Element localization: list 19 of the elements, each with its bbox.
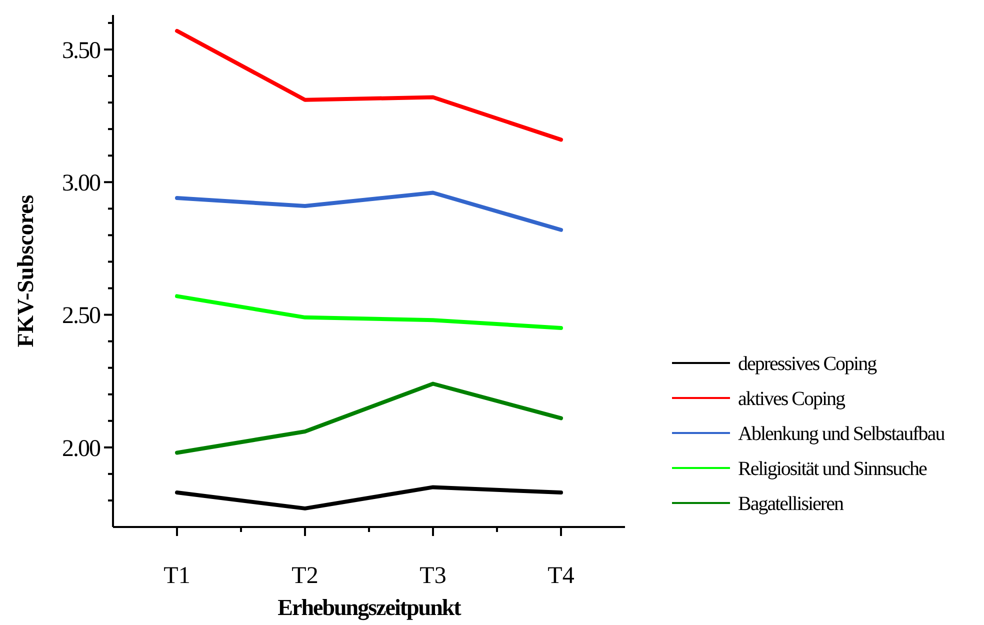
x-tick-label: T1 <box>164 563 190 589</box>
line-series <box>175 294 563 330</box>
x-axis-title: Erhebungszeitpunkt <box>278 595 462 621</box>
y-axis-title: FKV-Subscores <box>13 194 38 348</box>
line-series <box>175 382 563 455</box>
x-tick-label: T4 <box>548 563 574 589</box>
line-series <box>175 28 563 142</box>
y-tick-label: 2.50 <box>62 303 101 330</box>
legend-label: aktives Coping <box>738 388 846 410</box>
y-tick-label: 2.00 <box>62 436 101 462</box>
line-series <box>175 190 563 232</box>
legend-label: Ablenkung und Selbstaufbau <box>738 423 946 445</box>
legend-label: Bagatellisieren <box>738 493 844 515</box>
legend-label: Religiosität und Sinnsuche <box>738 458 928 480</box>
y-tick-label: 3.00 <box>62 170 101 197</box>
y-tick-label: 3.50 <box>62 38 101 64</box>
x-tick-label: T3 <box>420 563 446 589</box>
x-tick-label: T2 <box>292 563 318 589</box>
legend-label: depressives Coping <box>738 353 878 375</box>
